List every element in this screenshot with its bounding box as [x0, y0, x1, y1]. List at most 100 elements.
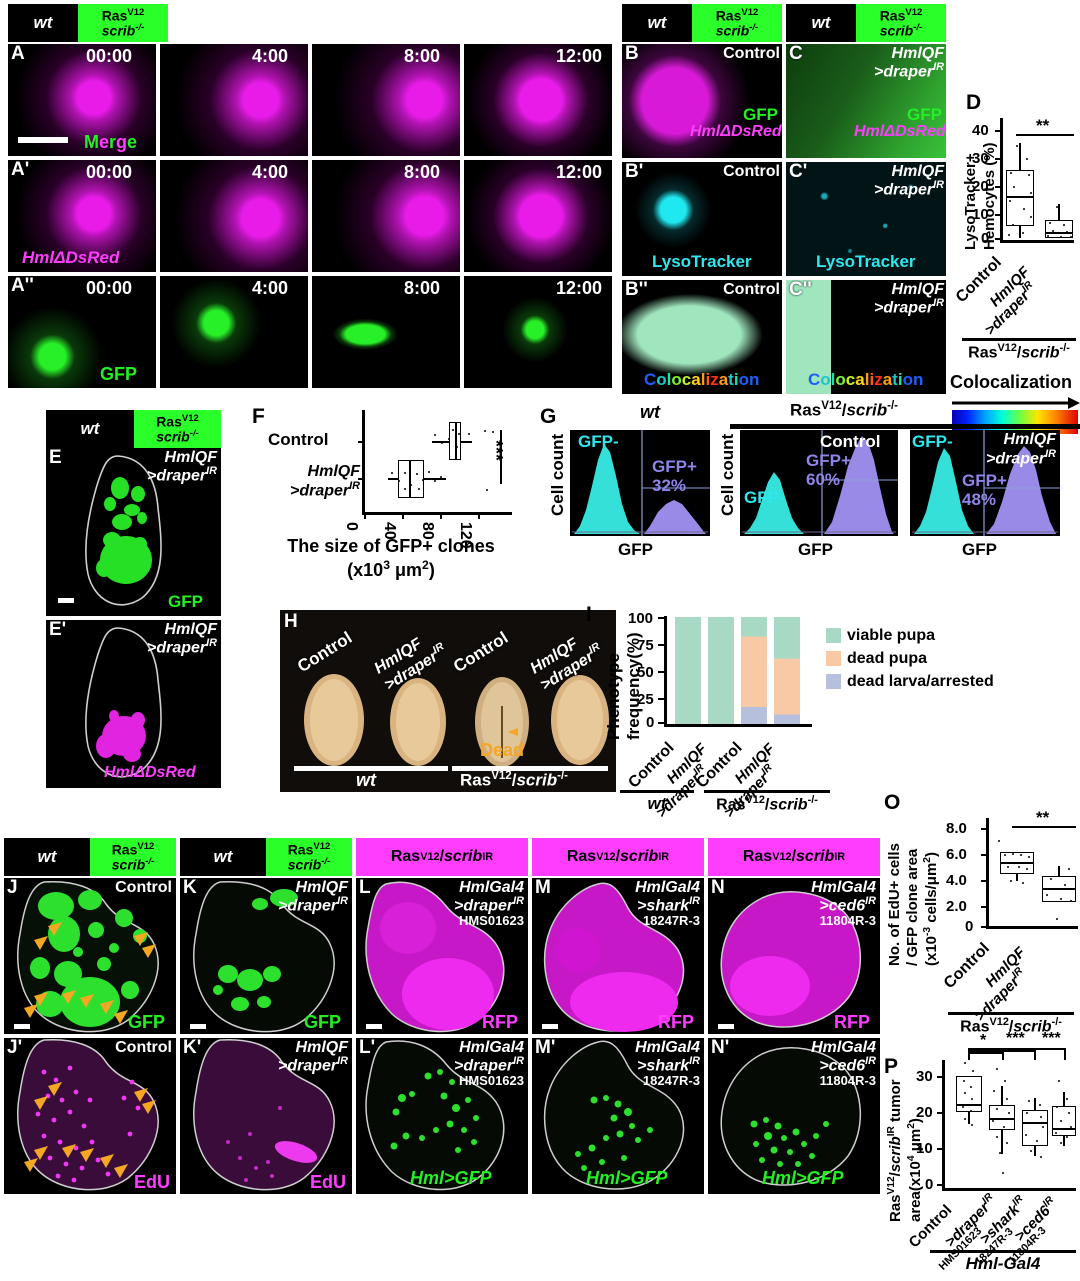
panel-E-disc-outline — [85, 455, 162, 606]
panel-Lprime-target: >draper — [453, 1057, 514, 1075]
panel-Aprime-t3 — [464, 160, 612, 272]
panel-F-point — [434, 434, 437, 437]
panel-I-ytick-0: 0 — [646, 714, 655, 731]
panel-P-median-draper — [989, 1118, 1015, 1120]
panel-P-point — [1060, 1142, 1063, 1145]
panel-Bprime-label: B' — [625, 161, 644, 182]
panel-D-significance: ** — [1036, 116, 1050, 135]
panel-G-header-wt: wt — [640, 402, 660, 422]
panel-D-whisker-control-low — [1019, 226, 1021, 238]
panel-Kprime-driver: HmlQF — [295, 1039, 348, 1056]
panel-I-wt-underline — [620, 790, 694, 793]
panel-F-point — [422, 479, 425, 482]
panel-Lprime-stock-id: HMS01623 — [458, 1073, 524, 1089]
panel-P-point — [996, 1068, 999, 1071]
panel-P-point — [1056, 1106, 1059, 1109]
panel-P-point — [996, 1136, 999, 1139]
panel-N-disc — [720, 891, 861, 1028]
panel-I-xtick-0: Control — [625, 739, 678, 792]
panel-I-ytick-25: 25 — [637, 691, 654, 708]
panel-I-legend-label-deadlarva: dead larva/arrested — [847, 673, 994, 691]
panel-D-group-label: RasV12/scrib-/- — [968, 342, 1070, 362]
timestamp-App-t0: 00:00 — [86, 278, 133, 298]
timestamp-A-t1: 4:00 — [252, 46, 289, 66]
panel-Nprime-stock-id: 11804R-3 — [819, 1073, 876, 1089]
panel-Cprime — [786, 162, 946, 276]
panel-G-hist-draper-plot — [910, 430, 1060, 536]
genotype-wt-label: wt — [8, 4, 78, 42]
panel-P-significance-3: *** — [1042, 1030, 1061, 1047]
panel-I-group-wt: wt — [647, 794, 667, 813]
panel-D-point — [1060, 236, 1063, 239]
panel-P-point — [1028, 1100, 1031, 1103]
panel-P-group-underline — [930, 1250, 1076, 1253]
panel-K-disc — [193, 880, 335, 1033]
panel-P-point — [1066, 1136, 1069, 1139]
genotype-ras-scrib-label-E: RasV12 scrib-/- — [134, 410, 221, 448]
scale-bar-E — [58, 598, 74, 603]
panel-F-point — [468, 433, 471, 436]
panel-Jprime-channel: EdU — [134, 1172, 170, 1192]
panel-B-channels: GFP HmlΔDsRed — [690, 106, 782, 141]
panel-P-sigbar-1 — [968, 1052, 1004, 1055]
panel-D-box-control — [1006, 170, 1034, 226]
panel-G-draper-title: HmlQF >draperIR — [968, 431, 1056, 468]
panel-Mprime-driver: HmlGal4 — [635, 1039, 700, 1056]
panel-P-point — [993, 1090, 996, 1093]
panel-Bprime-condition: Control — [723, 163, 780, 180]
panel-P-significance-2: *** — [1006, 1030, 1025, 1047]
panel-O-point — [998, 840, 1001, 843]
timestamp-App-t2: 8:00 — [404, 278, 441, 298]
genotype-wt-label-J: wt — [4, 838, 90, 876]
panel-F-ylabel-control: Control — [268, 430, 329, 449]
panel-I-tick-0 — [658, 722, 665, 725]
panel-Eprime-driver: HmlQF — [164, 621, 217, 638]
panel-D-point — [1010, 172, 1013, 175]
panel-G-wt-percent: 32% — [652, 475, 687, 495]
panel-G-control-xlabel: GFP — [798, 540, 833, 559]
panel-O-ytick-0: 0 — [965, 918, 974, 935]
panel-P-significance-1: * — [980, 1032, 987, 1049]
panel-F-significance: *** — [486, 440, 506, 462]
panel-P-point — [1040, 1156, 1043, 1159]
scale-bar-J — [14, 1024, 30, 1029]
panel-I-tick-25 — [658, 698, 665, 701]
panel-P-yaxis — [942, 1060, 945, 1188]
panel-P-point — [1070, 1126, 1073, 1129]
panel-P-tick-30 — [937, 1076, 944, 1079]
panel-Lprime-sup: IR — [513, 1055, 524, 1067]
panel-G-wt-pos-label: GFP+ 32% — [652, 457, 697, 495]
panel-Cdprime — [786, 280, 946, 394]
panel-I-ras-underline — [704, 790, 830, 793]
panel-D-median-control — [1006, 196, 1034, 198]
panel-F-point — [418, 488, 421, 491]
panel-D-ylabel-line1: LysoTracker+ — [962, 153, 979, 250]
panel-Mprime-disc — [543, 1040, 685, 1190]
panel-O-point — [1070, 900, 1073, 903]
panel-B — [622, 44, 782, 158]
panel-F-label: F — [252, 405, 265, 428]
panel-P-whisker-draper-hi — [1001, 1086, 1003, 1105]
timestamp-App-t3: 12:00 — [556, 278, 603, 298]
panel-F-point — [404, 472, 407, 475]
panel-F-point — [448, 438, 451, 441]
panel-Nprime — [708, 1038, 880, 1194]
panel-L-channel: RFP — [482, 1012, 518, 1032]
panel-N-stock-id: 11804R-3 — [819, 913, 876, 929]
panel-E-driver: HmlQF — [164, 449, 217, 466]
panel-P-ylabel-line2: area(x104 μm2) — [906, 1118, 924, 1222]
genotype-bar-A: wt RasV12 scrib-/- — [8, 4, 168, 42]
panel-P-box-ced6 — [1052, 1106, 1076, 1136]
panel-Lprime-label: L' — [359, 1037, 376, 1058]
panel-F-ytick-draper — [358, 478, 365, 481]
panel-P-point — [1039, 1104, 1042, 1107]
panel-L-disc — [365, 881, 505, 1033]
panel-N-driver: HmlGal4 — [811, 879, 876, 896]
panel-K-driver: HmlQF — [295, 879, 348, 896]
panel-Nprime-channel: Hml>GFP — [762, 1168, 844, 1188]
panel-O-significance: ** — [1036, 808, 1050, 827]
panel-I-bar-ras-draper — [774, 617, 800, 724]
panel-G-header-ras: RasV12/scrib-/- — [790, 400, 899, 420]
panel-F-point — [391, 472, 394, 475]
genotype-wt-label-C: wt — [786, 4, 856, 42]
